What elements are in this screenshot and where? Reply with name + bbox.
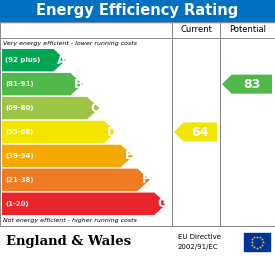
Polygon shape [222,75,272,94]
Polygon shape [2,97,100,119]
Text: Not energy efficient - higher running costs: Not energy efficient - higher running co… [3,218,137,223]
Bar [0,22,275,226]
Text: 83: 83 [243,78,260,91]
Polygon shape [174,123,217,142]
Text: (81-91): (81-91) [5,81,34,87]
Polygon shape [2,169,150,191]
Text: Potential: Potential [229,26,266,35]
Text: 2002/91/EC: 2002/91/EC [178,244,219,250]
Text: (1-20): (1-20) [5,201,29,207]
Text: D: D [107,125,117,139]
Text: Very energy efficient - lower running costs: Very energy efficient - lower running co… [3,41,137,46]
Bar [0,0,275,22]
Text: England & Wales: England & Wales [6,236,131,248]
Polygon shape [2,49,66,71]
Bar [244,233,270,251]
Text: G: G [158,197,167,210]
Polygon shape [2,145,133,167]
Text: EU Directive: EU Directive [178,234,221,240]
Text: (55-68): (55-68) [5,129,33,135]
Text: A: A [57,54,66,67]
Polygon shape [2,121,116,143]
Text: (92 plus): (92 plus) [5,57,40,63]
Bar [0,226,275,258]
Text: B: B [74,78,83,91]
Text: E: E [125,149,133,163]
Text: 64: 64 [192,125,209,139]
Text: Energy Efficiency Rating: Energy Efficiency Rating [36,4,239,19]
Text: (39-54): (39-54) [5,153,34,159]
Polygon shape [2,73,83,95]
Polygon shape [2,192,167,215]
Text: (69-80): (69-80) [5,105,34,111]
Text: F: F [142,173,150,186]
Text: (21-38): (21-38) [5,177,34,183]
Text: Current: Current [180,26,212,35]
Text: C: C [91,102,100,115]
